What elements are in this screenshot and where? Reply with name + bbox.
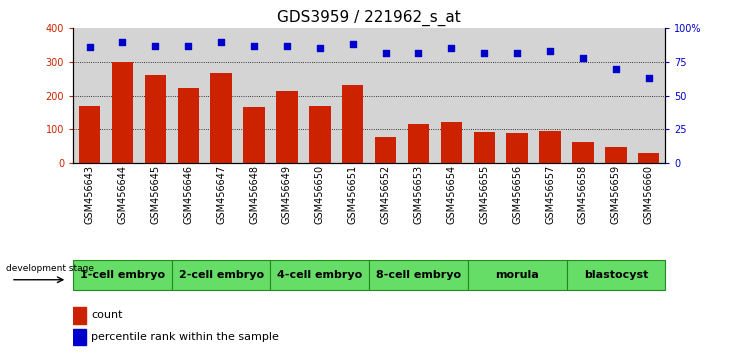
Bar — [73, 260, 172, 290]
Point — [183, 43, 194, 48]
Text: GSM456644: GSM456644 — [118, 165, 127, 224]
Point — [478, 50, 490, 55]
Point — [445, 46, 458, 51]
Bar — [567, 260, 665, 290]
Text: GSM456652: GSM456652 — [381, 165, 390, 224]
Text: percentile rank within the sample: percentile rank within the sample — [91, 332, 279, 342]
Text: blastocyst: blastocyst — [583, 270, 648, 280]
Text: GSM456653: GSM456653 — [414, 165, 423, 224]
Point — [511, 50, 523, 55]
Bar — [474, 132, 495, 163]
Point — [117, 39, 129, 45]
Bar — [408, 124, 429, 163]
Bar — [270, 260, 369, 290]
Bar — [211, 73, 232, 163]
Text: 4-cell embryo: 4-cell embryo — [277, 270, 363, 280]
Point — [84, 44, 95, 50]
Point — [643, 75, 654, 81]
Point — [544, 48, 556, 54]
Bar — [243, 107, 265, 163]
Point — [346, 42, 358, 47]
Point — [412, 50, 424, 55]
Bar — [572, 142, 594, 163]
Text: GSM456654: GSM456654 — [447, 165, 456, 224]
Text: 8-cell embryo: 8-cell embryo — [376, 270, 461, 280]
Bar — [369, 260, 468, 290]
Point — [314, 46, 326, 51]
Bar — [342, 85, 363, 163]
Text: GSM456650: GSM456650 — [315, 165, 325, 224]
Bar — [172, 260, 270, 290]
Bar — [79, 105, 100, 163]
Bar — [468, 260, 567, 290]
Text: count: count — [91, 310, 123, 320]
Bar — [178, 88, 199, 163]
Text: GSM456655: GSM456655 — [480, 165, 489, 224]
Point — [248, 43, 260, 48]
Text: 1-cell embryo: 1-cell embryo — [80, 270, 165, 280]
Text: 2-cell embryo: 2-cell embryo — [178, 270, 264, 280]
Text: GSM456659: GSM456659 — [611, 165, 621, 224]
Bar — [375, 137, 396, 163]
Text: GSM456645: GSM456645 — [151, 165, 160, 224]
Bar — [638, 153, 659, 163]
Bar — [112, 62, 133, 163]
Text: development stage: development stage — [6, 264, 94, 273]
Bar — [145, 75, 166, 163]
Bar — [309, 106, 330, 163]
Point — [215, 39, 227, 45]
Text: GSM456656: GSM456656 — [512, 165, 522, 224]
Bar — [507, 132, 528, 163]
Text: GSM456648: GSM456648 — [249, 165, 259, 224]
Text: GSM456646: GSM456646 — [183, 165, 193, 224]
Bar — [441, 122, 462, 163]
Bar — [276, 91, 298, 163]
Point — [281, 43, 292, 48]
Point — [610, 66, 621, 72]
Text: GSM456651: GSM456651 — [348, 165, 357, 224]
Text: GSM456649: GSM456649 — [282, 165, 292, 224]
Title: GDS3959 / 221962_s_at: GDS3959 / 221962_s_at — [277, 9, 461, 25]
Text: GSM456643: GSM456643 — [85, 165, 94, 224]
Text: GSM456658: GSM456658 — [578, 165, 588, 224]
Text: GSM456647: GSM456647 — [216, 165, 226, 224]
Bar — [73, 307, 86, 324]
Bar — [73, 329, 86, 345]
Point — [149, 43, 161, 48]
Point — [380, 50, 392, 55]
Text: morula: morula — [496, 270, 539, 280]
Point — [577, 55, 589, 61]
Text: GSM456660: GSM456660 — [644, 165, 654, 224]
Text: GSM456657: GSM456657 — [545, 165, 555, 224]
Bar — [605, 147, 626, 163]
Bar — [539, 131, 561, 163]
